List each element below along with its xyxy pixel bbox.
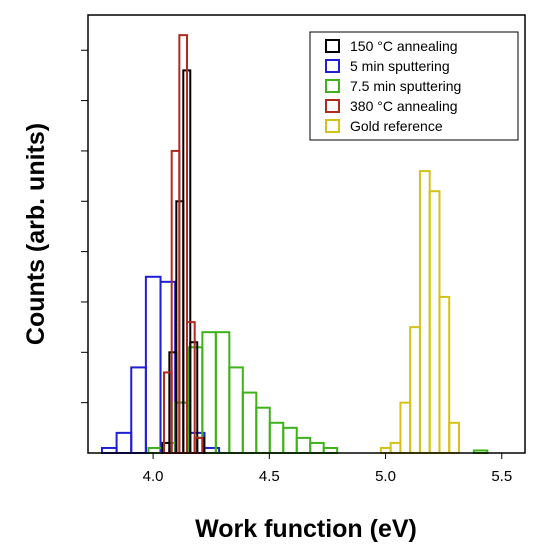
histogram-bar [144, 275, 162, 455]
histogram-bar [282, 426, 298, 454]
x-axis: 4.0 4.5 5.0 5.5 [143, 453, 512, 485]
histogram-bar [100, 446, 118, 455]
histogram-bar [255, 406, 271, 455]
y-axis [81, 49, 88, 404]
legend-swatch [325, 119, 340, 133]
legend: 150 °C annealing 5 min sputtering 7.5 min … [309, 31, 519, 141]
legend-label: 380 °C annealing [350, 98, 458, 114]
x-tick-label: 4.0 [143, 468, 164, 485]
histogram-bar [448, 421, 460, 455]
series-150-c-annealing [161, 69, 206, 454]
histogram-bar [322, 446, 339, 455]
legend-swatch [325, 99, 340, 113]
histogram-bar [130, 366, 147, 454]
plot-frame [87, 14, 526, 454]
legend-swatch [325, 79, 340, 93]
histogram-bar [228, 366, 244, 454]
histogram-bar [409, 326, 421, 455]
x-tick-label: 5.5 [491, 468, 512, 485]
histogram-bar [268, 421, 285, 455]
histogram-bar [389, 441, 402, 454]
histogram-bar [438, 295, 451, 454]
x-axis-title: Work function (eV) [195, 515, 417, 543]
histogram-bar [418, 170, 431, 454]
histogram-bar [399, 401, 412, 455]
histogram-bar [163, 371, 173, 455]
histogram-bar [428, 190, 441, 455]
histogram-bar [115, 431, 133, 454]
histogram-bar [193, 436, 204, 454]
legend-box [309, 31, 519, 141]
legend-swatch [325, 39, 340, 53]
x-tick-label: 4.5 [259, 468, 280, 485]
histogram-bar [159, 280, 177, 454]
legend-label: 150 °C annealing [350, 38, 458, 54]
series-gold-reference [379, 170, 460, 455]
x-tick-label: 5.0 [375, 468, 396, 485]
series-7-5-min-sputtering [147, 331, 489, 455]
histogram-bar [309, 441, 325, 454]
histogram-bar [379, 446, 392, 455]
legend-swatch [325, 59, 340, 73]
histogram-bar [214, 331, 231, 455]
histogram-bar [295, 436, 312, 454]
legend-label: Gold reference [350, 118, 443, 134]
histogram-bar [241, 391, 258, 454]
y-axis-title: Counts (arb. units) [22, 123, 50, 345]
legend-label: 5 min sputtering [350, 58, 450, 74]
legend-label: 7.5 min sputtering [350, 78, 461, 94]
